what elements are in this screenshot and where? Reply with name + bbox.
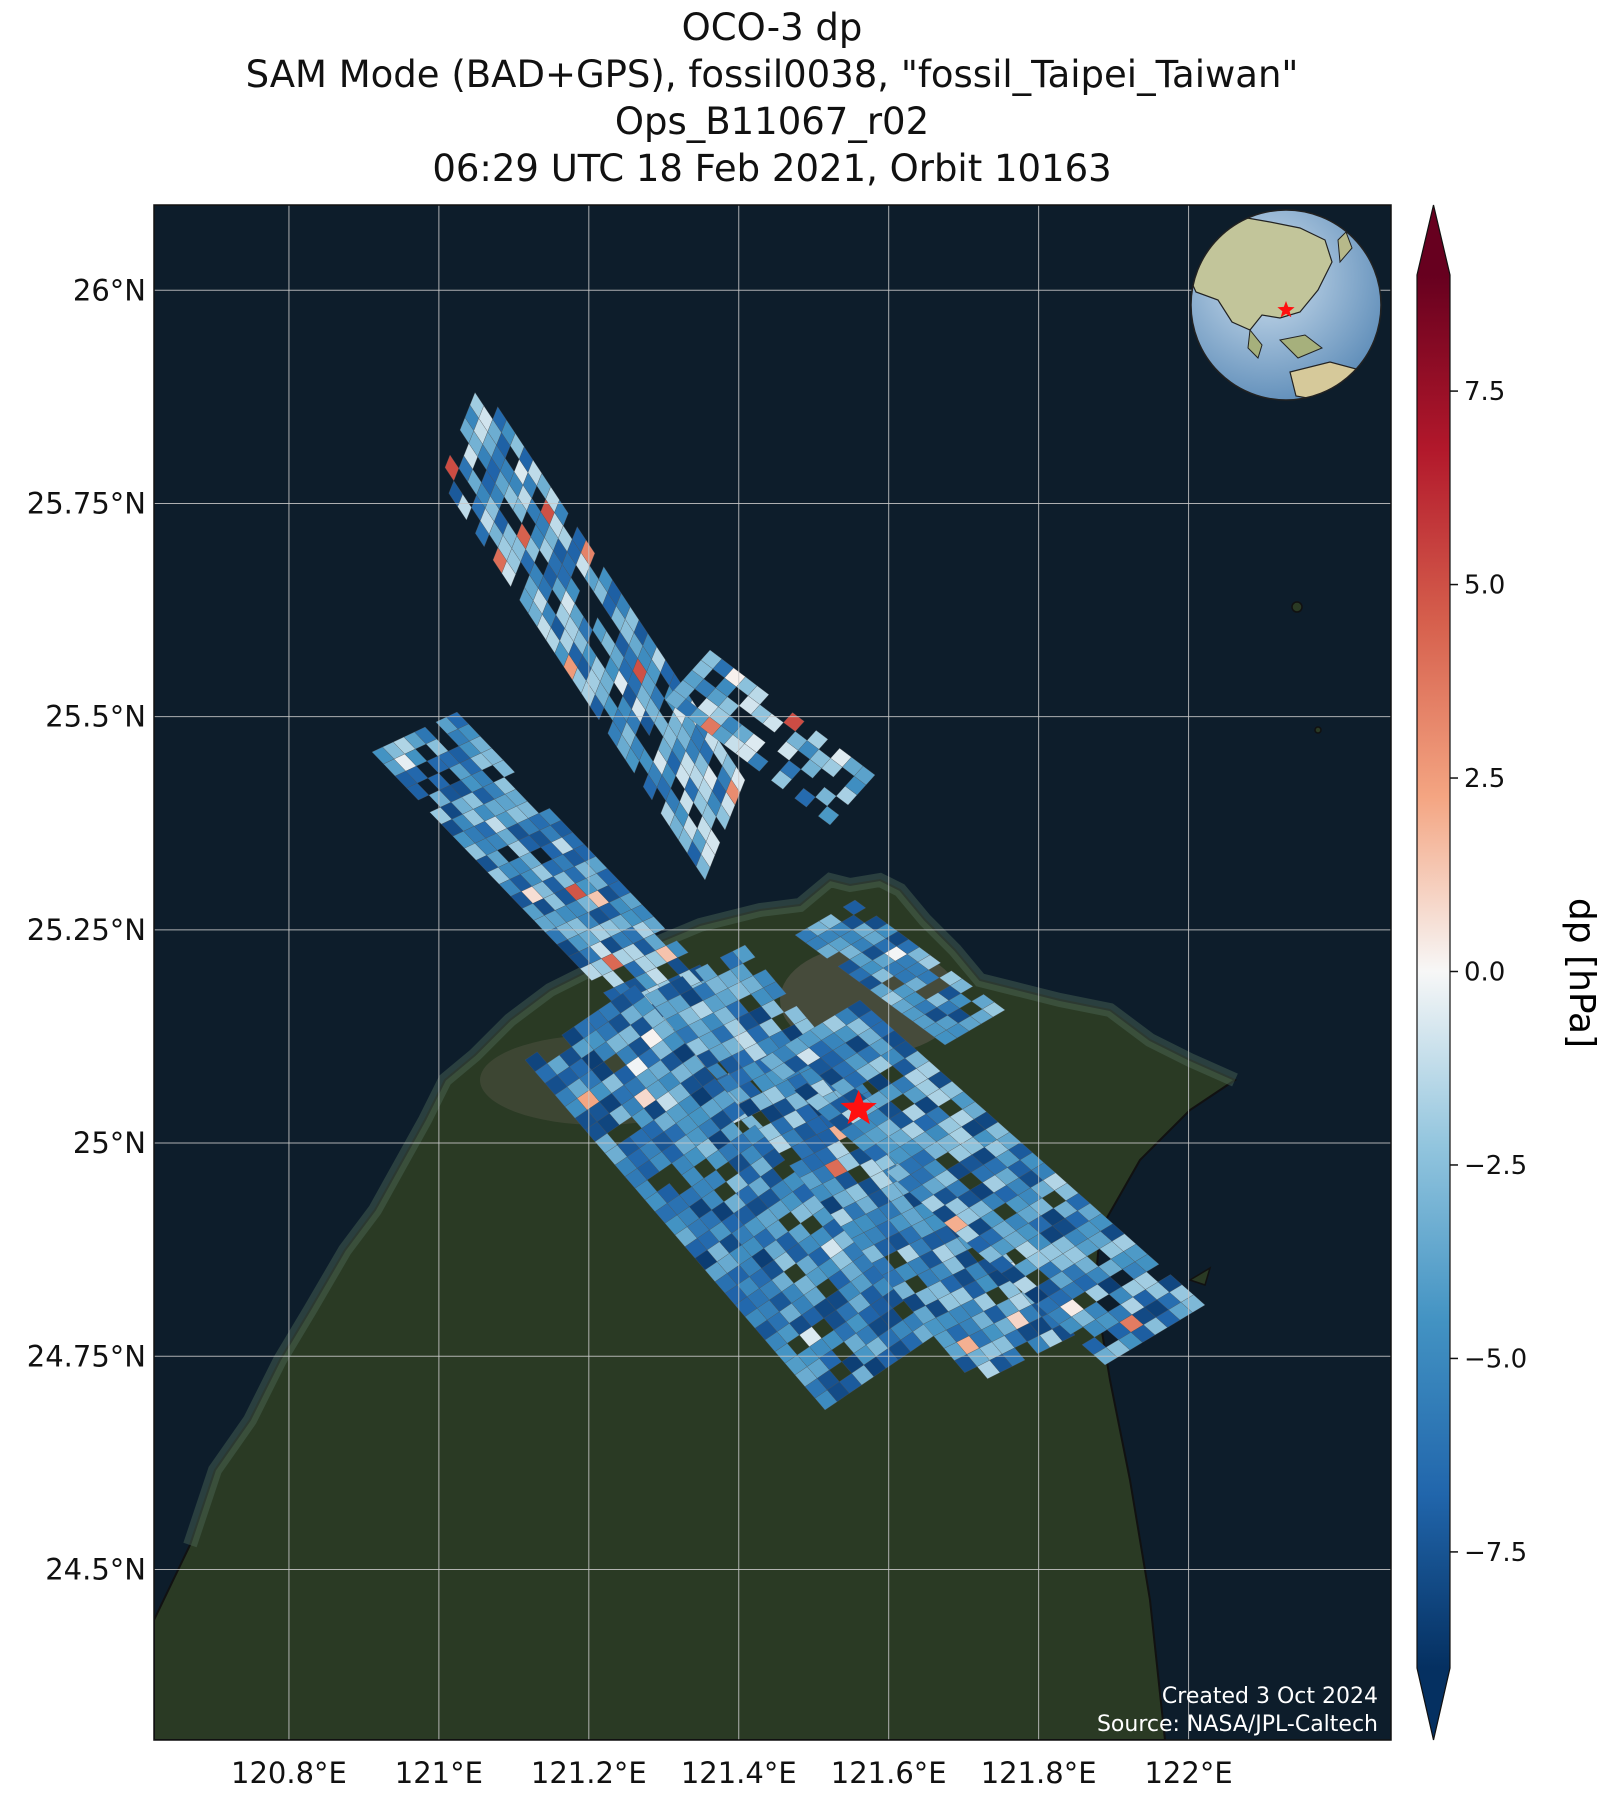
sounding-footprint <box>842 899 866 916</box>
sounding-footprint <box>763 981 787 1001</box>
colorbar-tick-label: −5.0 <box>1464 1344 1527 1374</box>
southeast-asia <box>1247 328 1263 359</box>
map-frame <box>153 204 1392 1741</box>
lon-tick-label: 120.8°E <box>231 1756 347 1790</box>
japan <box>1337 231 1353 264</box>
target-star-marker <box>840 1089 877 1125</box>
sounding-footprint <box>492 759 516 778</box>
sounding-footprint <box>949 978 974 994</box>
sounding-footprint <box>747 752 769 772</box>
island <box>1188 1266 1212 1286</box>
sounding-footprint <box>565 577 580 604</box>
sounding-footprint <box>744 733 766 753</box>
colorbar-tick-label: 2.5 <box>1464 764 1505 794</box>
colorbar-label: dp [hPa] <box>1561 898 1600 1048</box>
colorbar-gradient <box>1417 275 1450 1668</box>
lat-tick-label: 25.75°N <box>27 486 146 520</box>
sounding-footprint <box>747 685 770 705</box>
globe-star-marker <box>1277 301 1295 318</box>
taiwan-coast-glow <box>183 872 1238 1548</box>
sounding-footprint <box>917 954 941 971</box>
lon-tick-label: 122°E <box>1144 1756 1232 1790</box>
lon-tick-label: 121.2°E <box>531 1756 647 1790</box>
colorbar-tick-label: −7.5 <box>1464 1538 1527 1568</box>
indonesia <box>1278 334 1323 359</box>
sounding-footprint <box>853 765 876 786</box>
sounding-swaths <box>371 392 1206 1411</box>
sounding-footprint <box>806 730 829 750</box>
colorbar: 7.5 5.0 2.5 0.0 −2.5 −5.0 −7.5 dp [hPa] <box>1416 204 1600 1741</box>
sounding-footprint <box>580 539 595 567</box>
lat-tick-label: 24.75°N <box>27 1339 146 1373</box>
title-line-1: OCO-3 dp <box>681 6 863 49</box>
colorbar-tick-label: 0.0 <box>1464 958 1505 988</box>
plot-title: OCO-3 dp SAM Mode (BAD+GPS), fossil0038,… <box>0 4 1544 192</box>
lat-tick-label: 24.5°N <box>45 1552 146 1586</box>
title-line-4: 06:29 UTC 18 Feb 2021, Orbit 10163 <box>432 147 1112 190</box>
lat-tick-label: 25.25°N <box>27 913 146 947</box>
lat-tick-label: 25°N <box>73 1126 146 1160</box>
sounding-footprint <box>706 828 721 856</box>
colorbar-tick-label: 5.0 <box>1464 571 1505 601</box>
sounding-footprint <box>762 1148 786 1169</box>
lon-tick-label: 121°E <box>395 1756 483 1790</box>
sounding-footprint <box>554 499 569 527</box>
colorbar-tick-label: 7.5 <box>1464 377 1505 407</box>
lon-tick-label: 121.8°E <box>981 1756 1097 1790</box>
map-area: Created 3 Oct 2024 Source: NASA/JPL-Calt… <box>154 205 1391 1740</box>
lon-tick-label: 121.6°E <box>831 1756 947 1790</box>
sounding-footprint <box>732 944 756 964</box>
sounding-footprint <box>731 766 746 793</box>
colorbar-extend-low <box>1417 1668 1450 1740</box>
title-line-2: SAM Mode (BAD+GPS), fossil0038, "fossil_… <box>245 53 1299 96</box>
inset-globe <box>1190 209 1382 401</box>
source-credit: Source: NASA/JPL-Caltech <box>1097 1712 1378 1737</box>
gridlines <box>154 205 1391 1740</box>
sounding-footprint <box>817 805 840 826</box>
colorbar-extend-high <box>1417 205 1450 275</box>
title-line-3: Ops_B11067_r02 <box>614 100 930 143</box>
lat-tick-label: 26°N <box>73 273 146 307</box>
lon-tick-label: 121.4°E <box>681 1756 797 1790</box>
islet <box>1291 601 1303 613</box>
colorbar-tick-label: −2.5 <box>1464 1151 1527 1181</box>
latitude-tick-labels: 26°N 25.75°N 25.5°N 25.25°N 25°N 24.75°N 24.5°… <box>27 273 146 1586</box>
sounding-footprint <box>665 940 689 958</box>
islet <box>1314 726 1322 734</box>
created-date: Created 3 Oct 2024 <box>1162 1684 1378 1709</box>
sounding-footprint <box>1001 1347 1026 1367</box>
colorbar-ticks: 7.5 5.0 2.5 0.0 −2.5 −5.0 −7.5 <box>1450 377 1527 1568</box>
lat-tick-label: 25.5°N <box>45 700 146 734</box>
longitude-tick-labels: 120.8°E 121°E 121.2°E 121.4°E 121.6°E 121.8°E… <box>231 1756 1233 1790</box>
sounding-footprint <box>1134 1254 1160 1272</box>
sounding-footprint <box>783 712 805 732</box>
sounding-footprint <box>982 1001 1006 1018</box>
